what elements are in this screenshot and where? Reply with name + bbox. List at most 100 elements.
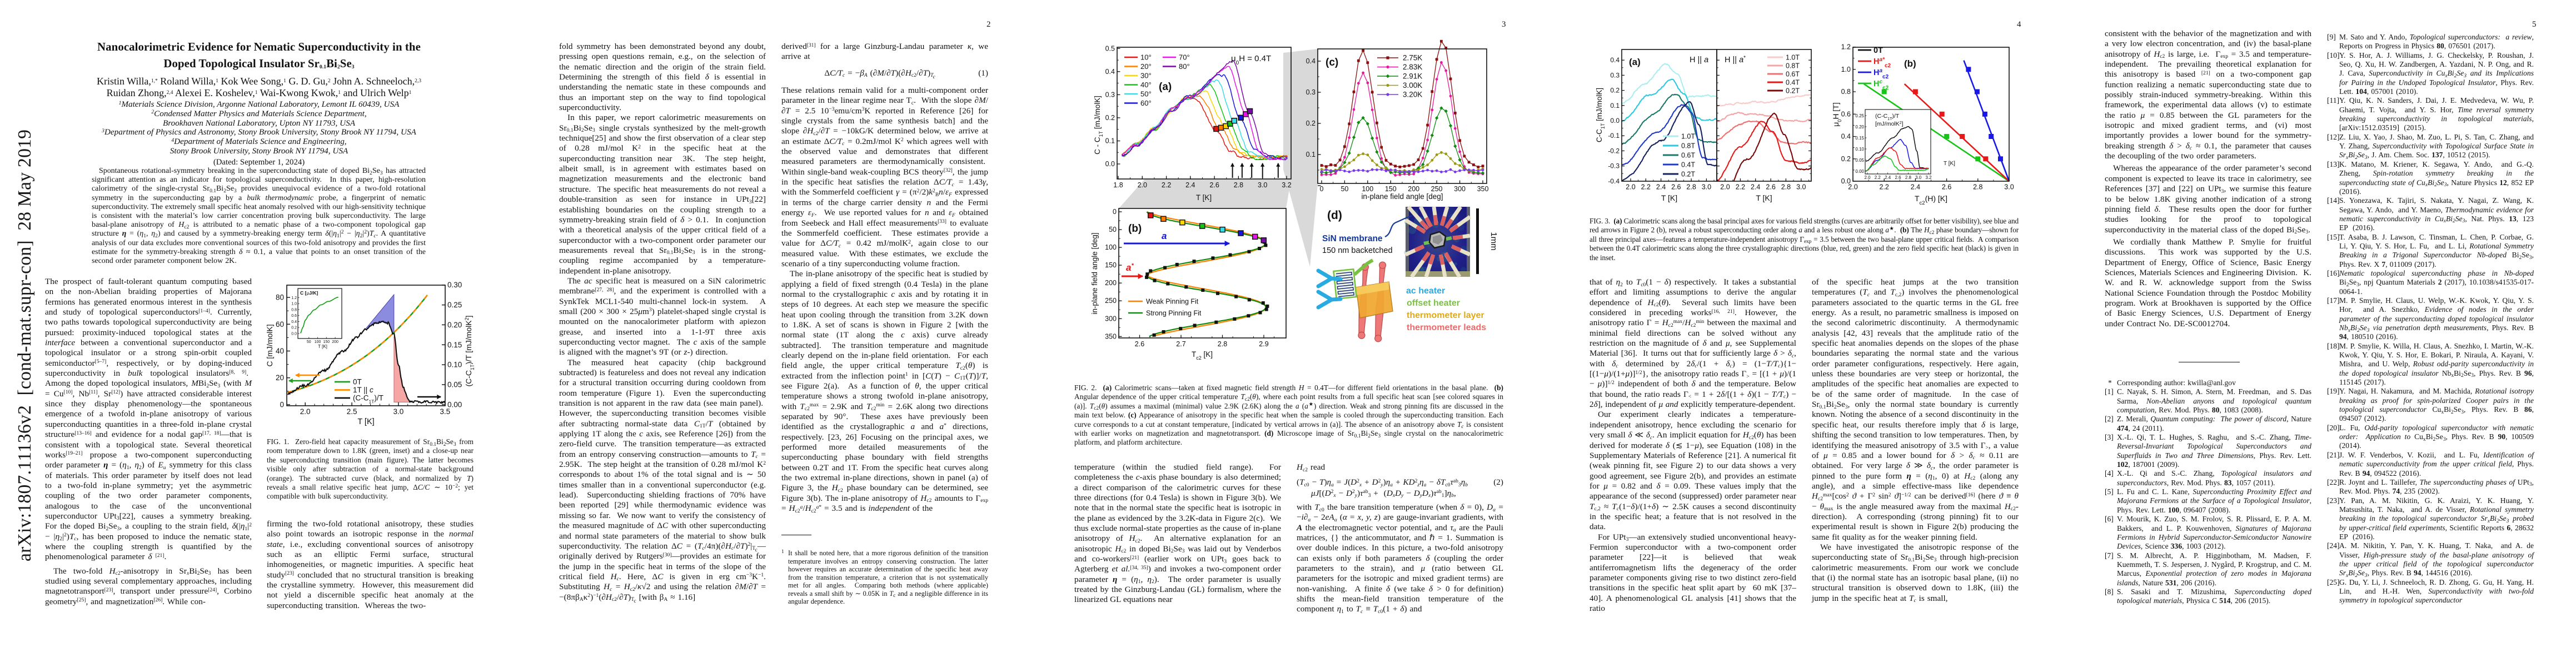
svg-text:T [K]: T [K] xyxy=(318,344,327,349)
svg-text:1mm: 1mm xyxy=(1489,232,1498,250)
svg-text:(a): (a) xyxy=(1629,57,1641,67)
svg-text:0.6T: 0.6T xyxy=(1681,152,1695,160)
svg-text:2.8: 2.8 xyxy=(1218,340,1227,348)
svg-text:0.25: 0.25 xyxy=(447,301,462,309)
svg-text:Hcc2: Hcc2 xyxy=(1874,79,1889,91)
svg-text:20°: 20° xyxy=(1140,62,1152,71)
svg-text:2.0: 2.0 xyxy=(1864,175,1871,180)
svg-text:3.2: 3.2 xyxy=(1925,175,1932,180)
svg-text:(C-C1T)/T: (C-C1T)/T xyxy=(353,394,383,405)
svg-text:50: 50 xyxy=(307,340,311,344)
svg-text:(C-C1T)/T: (C-C1T)/T xyxy=(1875,113,1900,121)
svg-text:2.6: 2.6 xyxy=(1671,183,1681,191)
svg-text:2.4: 2.4 xyxy=(1656,183,1666,191)
svg-text:(d): (d) xyxy=(1327,209,1342,222)
svg-text:(b): (b) xyxy=(1904,58,1916,69)
svg-text:0.3: 0.3 xyxy=(1306,88,1316,96)
svg-text:2.2: 2.2 xyxy=(1880,183,1889,191)
svg-text:in-plane field angle [deg]: in-plane field angle [deg] xyxy=(1090,232,1099,314)
svg-text:3.0: 3.0 xyxy=(1915,175,1922,180)
svg-text:70°: 70° xyxy=(1179,53,1190,62)
svg-text:40: 40 xyxy=(276,347,284,355)
svg-text:0.4T: 0.4T xyxy=(1786,79,1800,87)
svg-text:2.0: 2.0 xyxy=(300,407,311,416)
svg-text:100: 100 xyxy=(1362,185,1373,193)
svg-text:0.00: 0.00 xyxy=(447,400,462,409)
svg-text:3.5: 3.5 xyxy=(440,407,450,416)
svg-text:0.8: 0.8 xyxy=(1841,88,1851,96)
svg-text:40°: 40° xyxy=(1140,81,1152,89)
svg-text:30°: 30° xyxy=(1140,72,1152,80)
svg-text:0: 0 xyxy=(1320,185,1324,193)
svg-text:150: 150 xyxy=(1105,261,1117,269)
svg-text:[mJ/molK2]: [mJ/molK2] xyxy=(1875,121,1904,127)
svg-text:50: 50 xyxy=(1109,226,1117,233)
svg-text:100: 100 xyxy=(1105,243,1117,251)
svg-text:0.25: 0.25 xyxy=(1855,113,1864,118)
svg-text:2.83K: 2.83K xyxy=(1403,63,1422,71)
svg-text:2.7: 2.7 xyxy=(1176,340,1185,348)
svg-text:Weak Pinning Fit: Weak Pinning Fit xyxy=(1146,298,1199,306)
svg-text:200: 200 xyxy=(1105,279,1117,287)
svg-text:(b): (b) xyxy=(1128,223,1142,235)
svg-text:C [mJ/molK]: C [mJ/molK] xyxy=(267,324,274,366)
svg-text:2.8: 2.8 xyxy=(1686,183,1696,191)
svg-text:0.8T: 0.8T xyxy=(1786,62,1800,70)
svg-text:60°: 60° xyxy=(1140,99,1152,107)
svg-text:2.8: 2.8 xyxy=(1781,183,1791,191)
svg-text:1.0: 1.0 xyxy=(1841,66,1851,73)
svg-text:60: 60 xyxy=(276,320,284,328)
svg-text:0.8T: 0.8T xyxy=(1681,142,1695,150)
svg-text:C - C1T [mJ/molK]: C - C1T [mJ/molK] xyxy=(1093,96,1104,155)
svg-text:0.15: 0.15 xyxy=(1855,136,1864,141)
svg-text:0.15: 0.15 xyxy=(447,341,462,349)
svg-text:2.8: 2.8 xyxy=(1905,175,1912,180)
svg-text:T [K]: T [K] xyxy=(1661,193,1677,202)
svg-text:C [μJ/K]: C [μJ/K] xyxy=(300,290,318,296)
svg-text:Tc2(H) [K]: Tc2(H) [K] xyxy=(1915,194,1947,206)
svg-text:0.4: 0.4 xyxy=(1105,68,1115,76)
svg-text:2.6: 2.6 xyxy=(1135,340,1144,348)
svg-text:Ha*c2: Ha*c2 xyxy=(1874,57,1891,69)
svg-text:0.1: 0.1 xyxy=(1306,151,1316,158)
svg-text:50: 50 xyxy=(1341,185,1348,193)
svg-text:1.8: 1.8 xyxy=(1113,181,1123,189)
svg-text:1.2: 1.2 xyxy=(1841,43,1851,51)
svg-text:0.2: 0.2 xyxy=(1610,87,1620,94)
svg-text:0.4: 0.4 xyxy=(291,320,297,324)
svg-text:C-C1T [mJ/molK]: C-C1T [mJ/molK] xyxy=(1595,88,1606,142)
svg-text:T [K]: T [K] xyxy=(1756,193,1772,202)
svg-text:0.2: 0.2 xyxy=(1841,155,1851,163)
svg-text:350: 350 xyxy=(1105,332,1117,340)
svg-text:150 nm backetched: 150 nm backetched xyxy=(1322,246,1393,255)
svg-text:2.5: 2.5 xyxy=(347,407,357,416)
svg-text:2.4: 2.4 xyxy=(1751,183,1760,191)
svg-text:0.20: 0.20 xyxy=(1855,125,1864,130)
svg-text:300: 300 xyxy=(1454,185,1466,193)
svg-text:0.0: 0.0 xyxy=(1841,177,1851,185)
svg-text:200: 200 xyxy=(332,340,338,344)
svg-text:0.00: 0.00 xyxy=(1855,169,1864,174)
svg-text:2.8: 2.8 xyxy=(1234,181,1243,189)
svg-text:10°: 10° xyxy=(1140,53,1152,62)
svg-text:3.0: 3.0 xyxy=(1258,181,1267,189)
svg-text:0T: 0T xyxy=(353,378,362,386)
svg-text:0.1: 0.1 xyxy=(1105,137,1115,145)
svg-text:H || a*: H || a* xyxy=(1725,55,1746,65)
svg-text:0.2T: 0.2T xyxy=(1786,87,1800,95)
svg-text:350: 350 xyxy=(1477,185,1489,193)
svg-text:0.2: 0.2 xyxy=(1306,120,1316,127)
svg-text:20: 20 xyxy=(276,374,284,382)
svg-text:2.4: 2.4 xyxy=(1911,183,1920,191)
svg-text:0.05: 0.05 xyxy=(1855,158,1864,163)
svg-text:1.0T: 1.0T xyxy=(1786,54,1800,62)
svg-text:thermometer leads: thermometer leads xyxy=(1407,323,1486,332)
svg-text:(c): (c) xyxy=(1326,57,1338,68)
svg-text:-0.4: -0.4 xyxy=(1608,177,1620,185)
svg-text:3.0: 3.0 xyxy=(393,407,404,416)
svg-text:300: 300 xyxy=(1105,315,1117,322)
svg-text:3.20K: 3.20K xyxy=(1403,91,1422,99)
svg-text:0.6: 0.6 xyxy=(291,314,297,318)
svg-text:0.8: 0.8 xyxy=(291,308,297,312)
svg-text:0.3: 0.3 xyxy=(1105,91,1115,98)
